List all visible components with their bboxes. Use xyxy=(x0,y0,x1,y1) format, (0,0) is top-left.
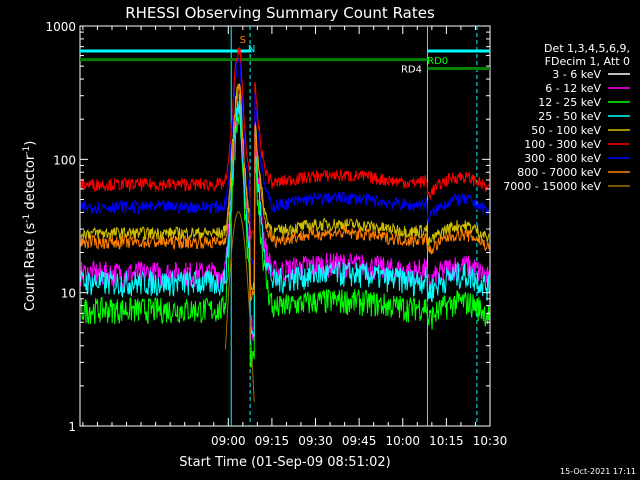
legend-entry-label: 3 - 6 keV xyxy=(552,68,601,81)
plot-frame xyxy=(79,25,491,427)
x-tick-label: 10:30 xyxy=(473,434,508,448)
x-tick-label: 09:00 xyxy=(211,434,246,448)
legend-entry-label: 50 - 100 keV xyxy=(531,124,601,137)
status-bars xyxy=(80,49,490,71)
x-tick-label: 09:45 xyxy=(342,434,377,448)
plot-area: SN RD0 RD4 xyxy=(79,25,491,427)
x-axis: 09:00 09:15 09:30 09:45 10:00 10:15 10:30 xyxy=(82,26,508,448)
legend-entry-label: 7000 - 15000 keV xyxy=(503,180,601,193)
series-line xyxy=(80,58,490,267)
x-tick-label: 10:00 xyxy=(385,434,420,448)
chart-title: RHESSI Observing Summary Count Rates xyxy=(125,4,435,22)
legend-header: FDecim 1, Att 0 xyxy=(545,55,630,68)
timestamp: 15-Oct-2021 17:11 xyxy=(560,467,636,476)
series-line xyxy=(80,93,490,345)
legend: Det 1,3,4,5,6,9,FDecim 1, Att 03 - 6 keV… xyxy=(503,42,630,193)
series-line xyxy=(224,211,255,402)
legend-entry-label: 6 - 12 keV xyxy=(545,82,601,95)
x-tick-label: 09:30 xyxy=(298,434,333,448)
x-tick-label: 10:15 xyxy=(429,434,464,448)
series-line xyxy=(80,46,490,240)
series-line xyxy=(80,104,490,368)
series-line xyxy=(80,83,490,303)
legend-entry-label: 800 - 7000 keV xyxy=(517,166,601,179)
y-tick-label: 1000 xyxy=(45,20,76,34)
legend-header: Det 1,3,4,5,6,9, xyxy=(544,42,630,55)
flag-label: S xyxy=(240,35,246,46)
legend-entry-label: 100 - 300 keV xyxy=(524,138,601,151)
flag-label: RD4 xyxy=(401,65,422,76)
status-flags: SN RD0 RD4 xyxy=(240,35,449,76)
legend-entry-label: 300 - 800 keV xyxy=(524,152,601,165)
y-tick-label: 1 xyxy=(68,420,76,434)
x-axis-label: Start Time (01-Sep-09 08:51:02) xyxy=(179,455,390,470)
series-line xyxy=(80,82,490,291)
flag-label: N xyxy=(248,44,255,55)
y-tick-label: 100 xyxy=(53,153,76,167)
legend-entry-label: 12 - 25 keV xyxy=(538,96,601,109)
y-axis: 1 10 100 1000 xyxy=(45,20,490,434)
flag-label: RD0 xyxy=(427,56,448,67)
y-tick-label: 10 xyxy=(61,287,76,301)
series-layer xyxy=(80,46,490,402)
x-tick-label: 09:15 xyxy=(255,434,290,448)
legend-entry-label: 25 - 50 keV xyxy=(538,110,601,123)
y-axis-label: Count Rate (s-1 detector-1) xyxy=(22,141,38,312)
